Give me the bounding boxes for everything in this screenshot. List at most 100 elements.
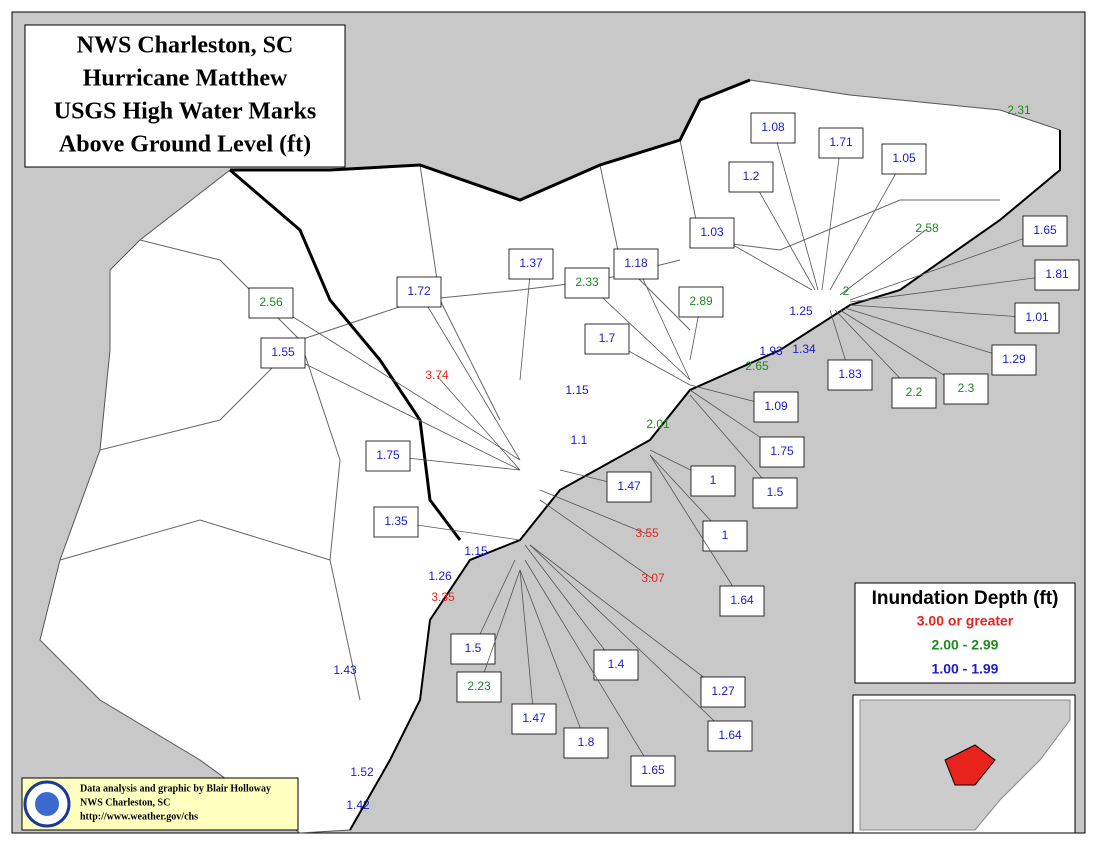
county-lines [59,139,1000,701]
leader-line [270,302,521,461]
label-box [678,286,724,318]
water-mark-label: 1.5 [465,641,482,655]
legend-item: 1.00 - 1.99 [932,661,999,677]
water-mark-label: 1.83 [838,367,862,381]
water-mark-label: 1.52 [350,765,374,779]
water-mark-label: 1.47 [522,711,546,725]
label-box [373,506,419,538]
label-box [584,323,630,355]
water-mark-label: 1.08 [761,120,785,134]
water-mark-label: 1 [710,473,717,487]
label-box [613,248,659,280]
legend-item: 2.00 - 2.99 [932,637,999,653]
leader-line [519,569,535,720]
legend-item: 3.00 or greater [917,613,1014,629]
water-mark-label: 1.2 [743,169,760,183]
label-box [508,248,554,280]
leader-line [519,569,587,744]
water-mark-label: 1.26 [428,569,452,583]
leader-line [635,263,691,381]
label-box [689,217,735,249]
leader-line [282,352,521,471]
water-mark-label: 2.23 [467,679,491,693]
label-box [818,127,864,159]
leader-line [821,142,842,291]
label-box [365,440,411,472]
water-mark-label: 1.34 [792,342,816,356]
water-mark-label: 3.74 [425,368,449,382]
label-box [396,276,442,308]
water-mark-label: 2.56 [259,295,283,309]
label-box [752,477,798,509]
label-box [606,471,652,503]
label-box [991,344,1037,376]
water-mark-label: 1.64 [718,728,742,742]
water-mark-label: 2.2 [906,385,923,399]
label-box [719,585,765,617]
water-mark-label: 1.75 [376,448,400,462]
water-mark-label: 1.43 [333,663,357,677]
water-mark-label: 1.25 [789,304,813,318]
credit-line: Data analysis and graphic by Blair Hollo… [80,783,271,794]
water-mark-label: 1.72 [407,284,431,298]
label-box [456,671,502,703]
label-box [248,287,294,319]
water-mark-label: 1 [722,528,729,542]
water-mark-label: 1.65 [641,763,665,777]
water-mark-label: 1.35 [384,514,408,528]
label-box [943,373,989,405]
leader-line [772,127,819,291]
leader-line [529,544,724,693]
label-box [1022,215,1068,247]
water-mark-label: 1.01 [1025,310,1049,324]
label-box [564,267,610,299]
leader-line [844,307,1015,361]
water-mark-label: 1.18 [624,256,648,270]
leader-line [519,263,532,381]
label-box [700,676,746,708]
state-boundaries [229,78,751,541]
credit-line: NWS Charleston, SC [80,797,170,808]
label-box [827,359,873,391]
title-line: NWS Charleston, SC [77,33,294,59]
water-mark-label: 1.81 [1045,267,1069,281]
water-mark-label: 2.31 [1007,103,1031,117]
label-box [511,703,557,735]
leader-line [436,375,521,471]
label-box [707,720,753,752]
label-box [881,143,927,175]
water-mark-label: 3.35 [431,590,455,604]
water-mark-label: 2.3 [958,381,975,395]
water-mark-label: 1.65 [1033,223,1057,237]
labels: 1.081.711.051.21.03 2.58 1.651.811.011.292… [248,103,1080,812]
coastline [349,130,1061,831]
leader-line [689,394,776,494]
water-mark-label: 2.33 [575,275,599,289]
leader-line [586,282,691,381]
title-line: Above Ground Level (ft) [59,132,311,158]
label-box [1014,302,1060,334]
leader-line [849,230,1046,301]
leader-line [539,499,654,580]
water-mark-label: 1.05 [892,151,916,165]
label-box [630,755,676,787]
leader-line [849,274,1058,303]
water-mark-label: 2.58 [915,221,939,235]
label-box [593,649,639,681]
water-mark-label: 1.15 [565,383,589,397]
title-box [24,24,346,168]
water-mark-label: 1.5 [767,485,784,499]
leader-line [478,569,521,688]
leader-line [529,544,731,737]
water-mark-label: 1.64 [730,593,754,607]
water-mark-label: 1.8 [578,735,595,749]
leader-line [750,176,816,291]
water-mark-label: 1.27 [711,684,735,698]
label-box [690,465,736,497]
title-line: USGS High Water Marks [54,99,316,125]
water-mark-label: 2.65 [745,359,769,373]
leader-line [539,489,648,535]
water-mark-label: 1.75 [770,444,794,458]
label-box [759,436,805,468]
